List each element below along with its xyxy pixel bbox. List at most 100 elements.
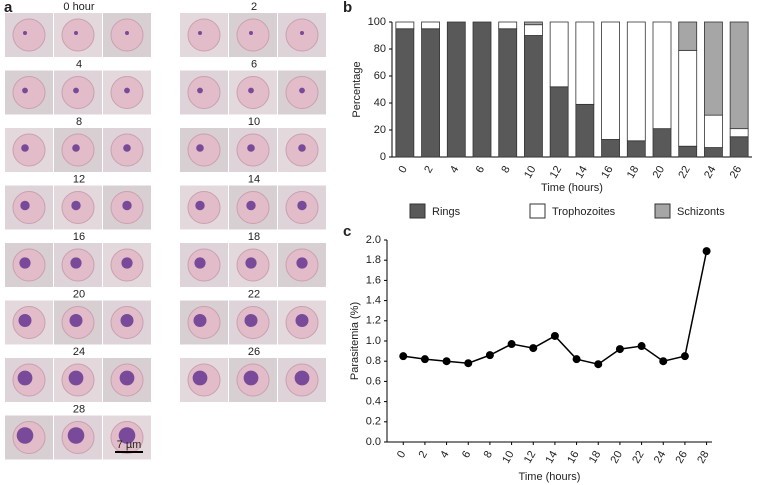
data-point [550,331,559,340]
parasite [73,87,79,94]
x-tick-label: 2 [417,449,430,460]
time-label: 10 [248,116,260,128]
x-tick-label: 8 [482,449,495,460]
scale-label: 7 µm [117,439,142,451]
bar-segment [652,128,672,158]
parasite [123,144,131,152]
parasite [243,370,259,386]
parasite [248,87,254,94]
bar-segment [524,21,543,26]
red-cell [12,133,46,167]
bar-segment [626,21,646,142]
y-axis-title: Percentage [351,61,363,117]
time-label: 6 [251,58,257,70]
parasite [22,87,28,94]
bar-segment [678,49,698,147]
bar-segment [678,21,698,51]
bar-segment [729,128,749,138]
bar-segment [549,21,569,88]
data-point [594,360,603,369]
legend-swatch [654,203,671,219]
parasite [249,31,253,35]
bar-segment [729,136,749,158]
legend-label: Rings [432,206,461,218]
parasite [71,200,81,211]
parasite [294,370,310,386]
y-tick-label: 100 [368,16,386,28]
x-tick-label: 6 [474,164,487,175]
bar-segment [421,28,440,158]
time-label: 12 [73,173,85,185]
data-point [485,351,494,360]
parasite [298,144,306,152]
y-tick-label: 1.2 [366,315,381,327]
data-point [637,342,646,351]
panel-letter: a [4,0,13,16]
red-cell [187,133,221,167]
y-axis-title: Parasitemia (%) [349,302,361,380]
red-cell [187,76,221,109]
x-axis-title: Time (hours) [519,471,581,483]
bar-segment [549,86,569,158]
data-point [529,344,538,353]
parasite [296,257,308,269]
bar-segment [704,21,723,116]
parasite [68,370,84,386]
bar-segment [704,114,723,148]
x-tick-label: 4 [438,449,451,460]
bar-segment [575,21,595,105]
time-label: 22 [248,288,260,300]
x-tick-label: 14 [573,164,590,181]
parasite [18,314,32,327]
parasite [194,257,206,269]
parasite [19,257,31,269]
x-tick-label: 22 [676,164,693,181]
parasite [17,370,33,386]
parasite [23,31,27,35]
x-tick-label: 20 [609,449,626,466]
parasite [299,87,305,94]
y-tick-label: 0.4 [366,396,381,408]
data-point [507,340,516,349]
legend-label: Schizonts [677,206,725,218]
x-tick-label: 10 [500,449,517,466]
x-tick-label: 20 [651,164,668,181]
bar-segment [729,21,749,130]
parasite [245,257,257,269]
x-tick-label: 0 [395,449,408,460]
time-label: 24 [73,346,85,358]
legend-swatch [409,203,426,219]
y-tick-label: 2.0 [366,234,381,246]
bar-segment [652,21,672,130]
y-tick-label: 1.4 [366,295,381,307]
parasite [122,200,132,211]
parasite [247,144,255,152]
y-tick-label: 1.0 [366,335,381,347]
x-tick-label: 8 [499,164,512,175]
y-tick-label: 0 [380,151,386,163]
data-point [464,359,473,368]
y-tick-label: 80 [374,43,386,55]
bar-segment [421,21,440,30]
bar-segment [678,145,698,158]
time-label: 26 [248,346,260,358]
parasite [16,427,34,444]
x-tick-label: 26 [674,449,691,466]
y-tick-label: 1.8 [366,254,381,266]
legend-label: Trophozoites [552,206,616,218]
x-tick-label: 18 [587,449,604,466]
data-point [399,352,408,361]
panel-letter: b [343,0,352,16]
bar-segment [575,103,595,158]
y-tick-label: 20 [374,124,386,136]
bar-segment [472,21,492,158]
data-point [659,357,668,366]
x-tick-label: 26 [728,164,745,181]
time-label: 4 [76,58,82,70]
x-tick-label: 28 [695,449,712,466]
bar-segment [498,21,518,30]
x-axis-title: Time (hours) [541,182,603,194]
time-label: 20 [73,288,85,300]
x-tick-label: 6 [460,449,473,460]
parasite [244,314,258,327]
